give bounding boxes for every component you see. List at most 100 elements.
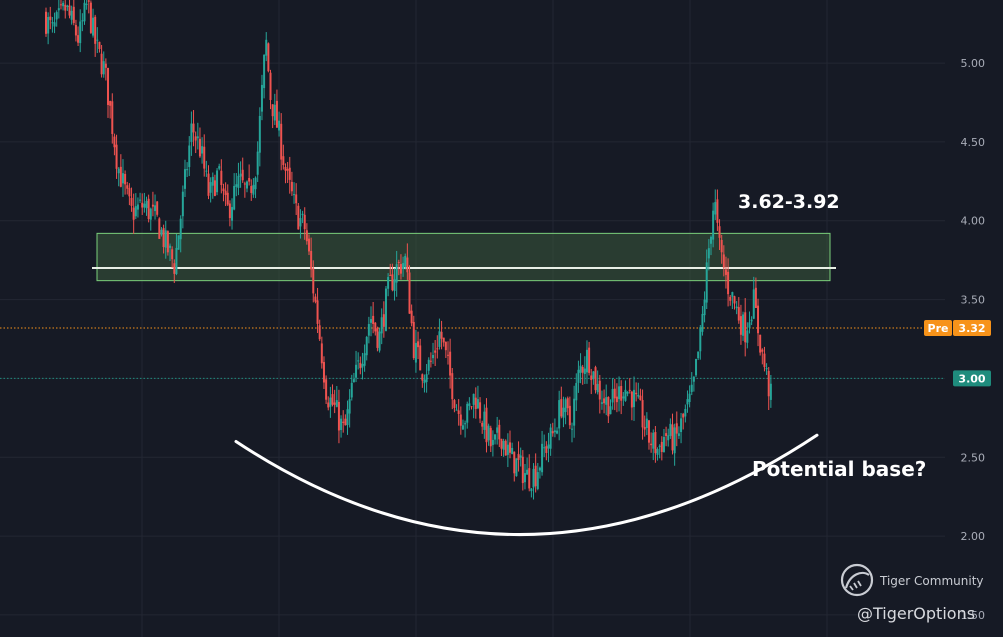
candle-body [222, 188, 225, 192]
candle-body [164, 230, 167, 248]
candle-body [372, 315, 375, 324]
candle-body [494, 434, 497, 440]
candle-body [267, 43, 270, 72]
candle-body [455, 409, 458, 411]
candle-body [752, 289, 755, 319]
candle-body [547, 444, 550, 449]
candle-body [139, 199, 142, 201]
candle-body [62, 2, 65, 7]
candle-body [322, 362, 325, 383]
candle-body [162, 228, 165, 248]
y-tick-label: 4.50 [961, 136, 986, 149]
candle-body [419, 345, 422, 371]
candle-body [513, 451, 516, 474]
candle-body [186, 169, 189, 171]
candle-body [134, 206, 137, 217]
candle-body [729, 296, 732, 301]
candle-body [526, 469, 529, 475]
candle-body [543, 447, 546, 449]
candle-body [596, 383, 599, 393]
candle-body [87, 0, 90, 2]
candle-body [417, 341, 420, 348]
candle-body [652, 432, 655, 449]
candle-body [284, 166, 287, 171]
candle-body [107, 67, 110, 105]
candle-body [429, 360, 432, 362]
candle-body [243, 183, 246, 185]
base-annotation: Potential base? [752, 457, 926, 481]
candle-body [318, 325, 321, 340]
candle-body [252, 184, 255, 195]
candle-body [171, 249, 174, 260]
candle-body [169, 245, 172, 248]
candle-body [545, 446, 548, 453]
candle-body [440, 331, 443, 339]
candle-body [346, 409, 349, 426]
candle-body [506, 444, 509, 455]
candle-body [641, 400, 644, 428]
candle-body [446, 354, 449, 356]
candle-body [130, 197, 133, 206]
candle-body [742, 314, 745, 336]
candles-layer [45, 0, 772, 500]
candle-body [280, 123, 283, 160]
candle-body [85, 3, 88, 5]
candle-body [718, 226, 721, 238]
candle-body [136, 204, 139, 210]
candle-body [147, 198, 150, 220]
candle-body [412, 321, 415, 359]
candle-body [489, 427, 492, 447]
candle-body [714, 202, 717, 215]
candle-body [759, 334, 762, 353]
candle-body [220, 170, 223, 185]
candle-body [722, 254, 725, 268]
candle-body [100, 53, 103, 75]
candle-body [344, 418, 347, 426]
candle-body [442, 337, 445, 343]
candle-body [665, 433, 668, 436]
candle-body [765, 368, 768, 370]
candle-body [474, 397, 477, 410]
candle-body [357, 360, 360, 362]
candle-body [211, 176, 214, 186]
candle-body [498, 424, 501, 440]
y-tick-label: 3.50 [961, 294, 986, 307]
candle-body [288, 167, 291, 180]
candle-body [297, 205, 300, 230]
candle-body [703, 299, 706, 316]
candle-body [397, 262, 400, 264]
candle-body [701, 313, 704, 332]
resistance-zone-rect [96, 232, 831, 282]
candle-body [600, 402, 603, 404]
grid-layer [0, 0, 945, 637]
candle-body [568, 405, 571, 426]
candle-body [613, 388, 616, 399]
candle-body [384, 288, 387, 331]
candle-body [724, 269, 727, 275]
candle-body [190, 123, 193, 142]
candle-body [628, 389, 631, 391]
candle-body [451, 373, 454, 400]
candle-body [761, 349, 764, 352]
candle-body [464, 423, 467, 425]
candle-body [611, 389, 614, 403]
candle-body [376, 328, 379, 348]
candle-body [744, 312, 747, 343]
candle-body [673, 427, 676, 454]
candle-body [154, 205, 157, 212]
candle-body [177, 235, 180, 250]
candle-body [314, 296, 317, 302]
candle-body [754, 287, 757, 309]
candle-body [312, 268, 315, 294]
candle-body [104, 63, 107, 68]
candle-body [624, 389, 627, 401]
candle-body [427, 359, 430, 371]
candle-body [517, 453, 520, 460]
candle-body [459, 414, 462, 426]
candle-body [49, 16, 52, 21]
candle-body [282, 156, 285, 166]
candle-body [342, 421, 345, 423]
candle-body [534, 465, 537, 487]
candle-body [166, 231, 169, 253]
